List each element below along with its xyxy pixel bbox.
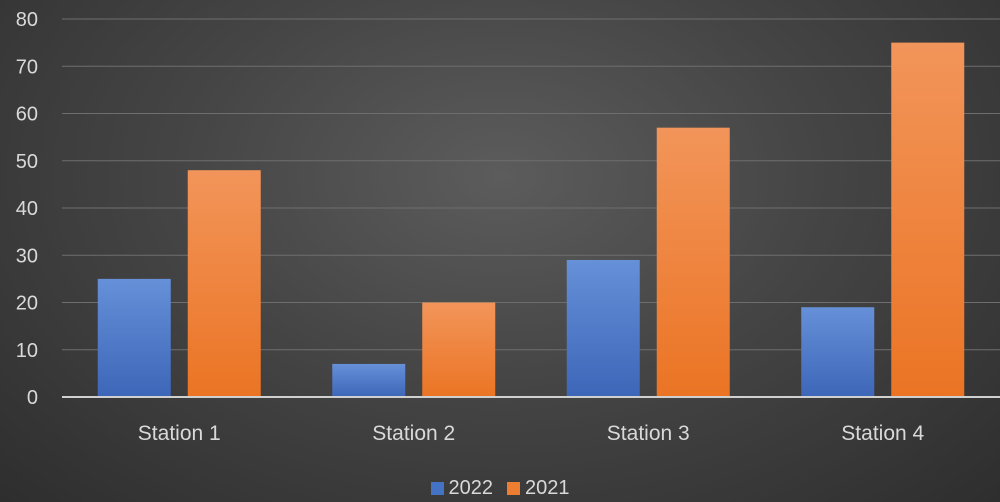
x-tick-label: Station 1 [138, 422, 221, 445]
y-axis-ticks: 0 10 20 30 40 50 60 70 80 [16, 9, 38, 409]
x-tick-label: Station 3 [607, 422, 690, 445]
y-tick-label: 30 [16, 245, 38, 267]
y-tick-label: 70 [16, 56, 38, 78]
bar-2021-station-4 [891, 42, 965, 397]
y-tick-label: 0 [27, 387, 38, 409]
x-axis-ticks: Station 1 Station 2 Station 3 Station 4 [138, 422, 925, 445]
bars [97, 42, 965, 398]
legend-item-2021: 2021 [507, 477, 570, 500]
legend-label-2022: 2022 [448, 476, 494, 499]
legend-item-2022: 2022 [430, 476, 494, 500]
x-tick-label: Station 2 [372, 422, 455, 445]
x-tick-label: Station 4 [841, 422, 924, 445]
legend-swatch-2022 [430, 481, 444, 495]
bar-2021-station-1 [187, 170, 261, 397]
y-tick-label: 60 [16, 104, 38, 126]
y-tick-label: 20 [16, 293, 38, 315]
legend-label-2021: 2021 [525, 476, 570, 499]
bar-2022-station-3 [566, 259, 640, 397]
legend-swatch-2021 [507, 481, 520, 495]
legend: 2022 2021 [0, 474, 1000, 502]
bar-2022-station-1 [97, 278, 171, 397]
y-tick-label: 10 [16, 340, 38, 362]
bar-2021-station-2 [422, 302, 496, 397]
bar-2022-station-2 [332, 363, 406, 397]
bar-2021-station-3 [656, 127, 730, 398]
y-tick-label: 40 [16, 198, 38, 220]
y-tick-label: 80 [16, 9, 38, 31]
y-tick-label: 50 [16, 151, 38, 173]
bar-2022-station-4 [801, 307, 875, 397]
